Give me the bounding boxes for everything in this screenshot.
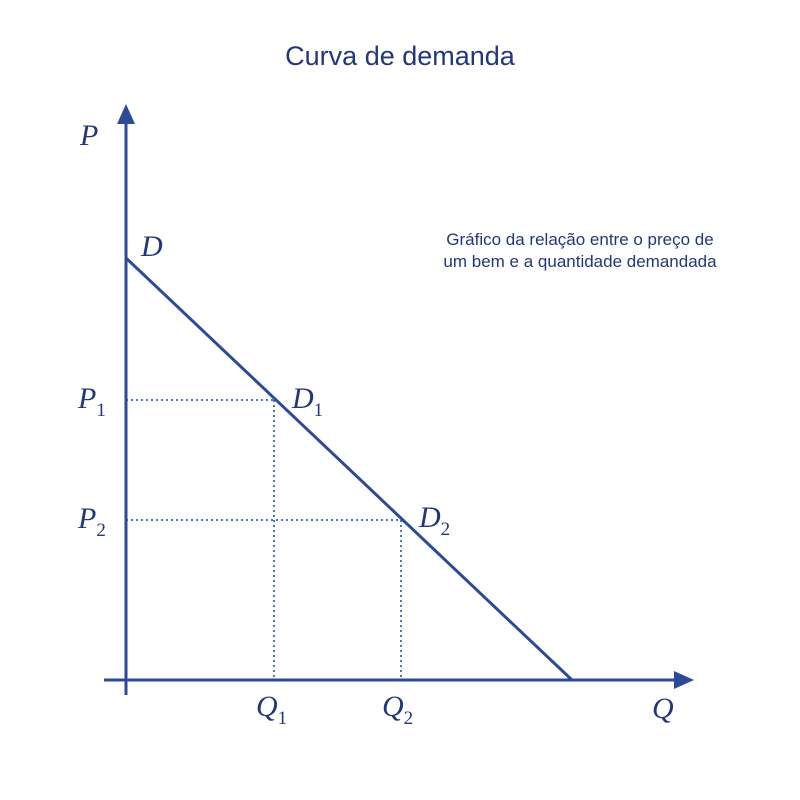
curve-label-d: D (140, 230, 163, 263)
description-line-1: Gráfico da relação entre o preço de (446, 230, 713, 249)
guide-lines (126, 399, 402, 680)
quantity-q1-label: Q1 (256, 690, 287, 729)
point-d1-label: D1 (291, 382, 323, 421)
y-axis-label: P (79, 119, 98, 152)
point-d2-label: D2 (418, 501, 450, 540)
chart-title: Curva de demanda (285, 41, 516, 71)
price-p1-label: P1 (77, 382, 106, 421)
x-axis-label: Q (652, 692, 674, 725)
y-axis-arrow-icon (117, 104, 135, 124)
demand-curve-line (124, 256, 574, 682)
price-p2-label: P2 (77, 502, 106, 541)
quantity-q2-label: Q2 (382, 690, 413, 729)
description-line-2: um bem e a quantidade demandada (443, 252, 717, 271)
x-axis-arrow-icon (674, 671, 694, 689)
